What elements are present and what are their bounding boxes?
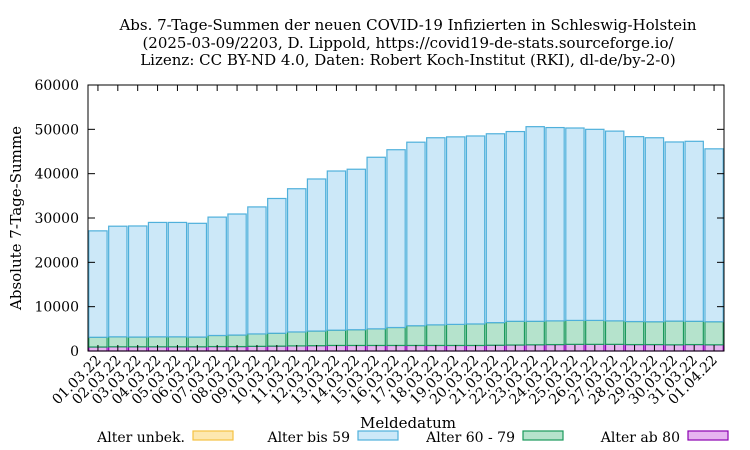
y-tick-label: 40000	[34, 167, 79, 183]
legend: Alter unbek. Alter bis 59 Alter 60 - 79 Alt…	[96, 430, 729, 446]
bar-alter-bis-59-22.03.22	[505, 130, 526, 322]
bar-alter-60-79-27.03.22	[604, 320, 625, 345]
bar-alter-bis-59-01.04.22	[704, 148, 724, 323]
bar-alter-60-79-17.03.22	[406, 325, 426, 347]
bar-alter-bis-59-12.03.22	[306, 178, 327, 332]
bar-alter-bis-59-11.03.22	[286, 188, 307, 333]
bar-alter-bis-59-28.03.22	[624, 136, 645, 323]
chart-title-line-1: Abs. 7-Tage-Summen der neuen COVID-19 In…	[118, 16, 696, 34]
bar-alter-bis-59-30.03.22	[664, 141, 685, 322]
bar-alter-60-79-30.03.22	[664, 320, 685, 346]
y-tick-label: 10000	[34, 300, 79, 316]
bar-alter-bis-59-09.03.22	[247, 206, 267, 335]
y-tick-label: 0	[70, 344, 79, 360]
bar-alter-bis-59-04.03.22	[147, 221, 168, 338]
bar-alter-bis-59-10.03.22	[267, 197, 287, 334]
bar-alter-60-79-26.03.22	[585, 319, 605, 345]
bar-alter-60-79-20.03.22	[465, 323, 486, 347]
bar-alter-60-79-12.03.22	[306, 330, 327, 347]
bar-alter-bis-59-06.03.22	[187, 222, 208, 338]
bar-alter-60-79-31.03.22	[684, 320, 704, 346]
legend-swatch-alter-ab-80	[687, 430, 729, 441]
y-tick-label: 50000	[34, 122, 79, 138]
y-tick-label: 20000	[34, 255, 79, 271]
bar-alter-60-79-22.03.22	[505, 320, 526, 346]
y-tick-label: 60000	[34, 78, 79, 94]
bar-alter-bis-59-02.03.22	[108, 225, 128, 338]
bars-layer	[88, 126, 724, 352]
bar-alter-60-79-15.03.22	[366, 328, 386, 347]
bar-alter-60-79-01.04.22	[704, 321, 724, 346]
y-axis-label: Absolute 7-Tage-Summe	[7, 126, 25, 311]
x-axis-label: Meldedatum	[360, 414, 456, 432]
bar-alter-bis-59-13.03.22	[326, 170, 347, 331]
bar-alter-bis-59-25.03.22	[565, 127, 585, 322]
legend-label-alter-ab-80: Alter ab 80	[600, 430, 680, 446]
legend-swatch-alter-60-79	[522, 430, 564, 441]
bar-alter-bis-59-27.03.22	[604, 130, 625, 322]
bar-alter-bis-59-17.03.22	[406, 141, 426, 327]
bar-alter-bis-59-16.03.22	[386, 149, 406, 329]
legend-label-alter-60-79: Alter 60 - 79	[425, 430, 515, 446]
bar-alter-bis-59-03.03.22	[127, 225, 148, 338]
bar-alter-bis-59-15.03.22	[366, 156, 386, 330]
bar-alter-bis-59-23.03.22	[525, 126, 545, 322]
bar-alter-bis-59-20.03.22	[465, 135, 486, 325]
bar-alter-bis-59-21.03.22	[485, 133, 506, 324]
chart-title: Abs. 7-Tage-Summen der neuen COVID-19 In…	[118, 16, 696, 69]
legend-swatch-alter-unbek	[192, 430, 234, 441]
bar-alter-60-79-08.03.22	[227, 334, 247, 348]
bar-alter-bis-59-01.03.22	[88, 230, 108, 338]
bar-alter-60-79-29.03.22	[644, 321, 665, 346]
bar-alter-60-79-10.03.22	[267, 332, 287, 347]
bar-alter-60-79-19.03.22	[445, 323, 466, 347]
legend-label-alter-bis-59: Alter bis 59	[266, 430, 350, 446]
bar-alter-60-79-09.03.22	[247, 333, 267, 347]
bar-alter-60-79-14.03.22	[346, 329, 367, 347]
bar-alter-bis-59-18.03.22	[426, 137, 446, 326]
bar-alter-60-79-18.03.22	[426, 324, 446, 347]
bar-alter-60-79-21.03.22	[485, 322, 506, 346]
bar-alter-60-79-28.03.22	[624, 320, 645, 346]
bar-alter-60-79-16.03.22	[386, 326, 406, 347]
bar-alter-60-79-11.03.22	[286, 331, 307, 347]
bar-alter-bis-59-19.03.22	[445, 136, 466, 325]
bar-alter-bis-59-07.03.22	[207, 216, 227, 337]
bar-alter-60-79-25.03.22	[565, 319, 585, 345]
chart-title-line-3: Lizenz: CC BY-ND 4.0, Daten: Robert Koch…	[140, 51, 676, 69]
legend-label-alter-unbek: Alter unbek.	[96, 430, 185, 446]
bar-alter-bis-59-26.03.22	[585, 128, 605, 322]
bar-alter-60-79-07.03.22	[207, 334, 227, 348]
bar-alter-60-79-24.03.22	[545, 320, 565, 346]
bar-alter-bis-59-29.03.22	[644, 137, 665, 323]
legend-swatch-alter-bis-59	[357, 430, 399, 441]
bar-alter-60-79-23.03.22	[525, 320, 545, 346]
bar-alter-bis-59-14.03.22	[346, 168, 367, 331]
bar-alter-60-79-13.03.22	[326, 329, 347, 347]
chart-title-line-2: (2025-03-09/2203, D. Lippold, https://co…	[142, 34, 674, 52]
y-tick-label: 30000	[34, 211, 79, 227]
bar-alter-bis-59-24.03.22	[545, 126, 565, 322]
bar-alter-bis-59-05.03.22	[167, 221, 188, 338]
bar-alter-bis-59-31.03.22	[684, 140, 704, 322]
bar-alter-bis-59-08.03.22	[227, 213, 247, 336]
